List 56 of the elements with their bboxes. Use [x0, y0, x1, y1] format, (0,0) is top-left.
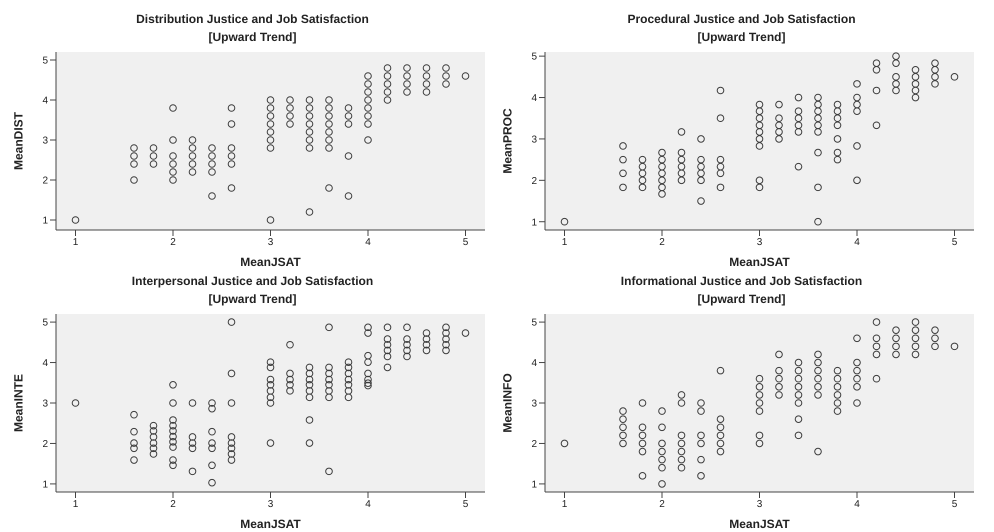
x-tick-label: 2	[170, 499, 176, 510]
y-tick-label: 3	[42, 136, 48, 147]
y-tick-label: 1	[531, 479, 538, 490]
chart-title: Interpersonal Justice and Job Satisfaction	[130, 274, 374, 290]
y-tick-label: 3	[531, 398, 538, 410]
y-tick-label: 1	[531, 217, 538, 228]
y-axis-title: MeanINFO	[500, 373, 514, 433]
x-tick-label: 3	[268, 499, 274, 510]
y-tick-label: 4	[531, 93, 538, 104]
chart-subtitle: [Upward Trend]	[207, 292, 298, 308]
chart-title: Informational Justice and Job Satisfaction	[620, 274, 864, 290]
x-tick-label: 2	[659, 237, 666, 248]
y-tick-label: 2	[42, 176, 48, 187]
x-tick-label: 1	[72, 237, 79, 248]
y-tick-label: 1	[42, 479, 48, 490]
chart-subtitle: [Upward Trend]	[696, 30, 786, 46]
y-tick-label: 2	[531, 439, 538, 450]
x-tick-label: 5	[462, 237, 469, 248]
x-axis-title: MeanJSAT	[729, 517, 790, 531]
y-tick-label: 3	[531, 134, 538, 146]
x-tick-label: 1	[562, 499, 568, 510]
x-tick-label: 2	[659, 499, 666, 510]
x-tick-label: 3	[268, 237, 274, 248]
x-tick-label: 3	[756, 237, 763, 248]
chart-subtitle: [Upward Trend]	[696, 292, 786, 308]
chart-title: Procedural Justice and Job Satisfaction	[626, 12, 857, 28]
y-tick-label: 4	[531, 358, 538, 370]
x-tick-label: 4	[854, 499, 860, 510]
y-tick-label: 5	[42, 56, 48, 67]
x-axis-title: MeanJSAT	[240, 255, 302, 269]
y-tick-label: 5	[42, 318, 48, 329]
y-axis-title: MeanPROC	[500, 108, 514, 174]
x-tick-label: 5	[952, 499, 958, 510]
x-tick-label: 2	[170, 237, 176, 248]
x-tick-label: 5	[462, 499, 469, 510]
x-tick-label: 4	[365, 499, 372, 510]
y-axis-title: MeanINTE	[11, 374, 26, 432]
x-axis-title: MeanJSAT	[240, 517, 302, 531]
y-tick-label: 3	[42, 398, 48, 410]
y-tick-label: 2	[531, 176, 538, 187]
y-tick-label: 2	[42, 439, 48, 450]
x-tick-label: 1	[562, 237, 568, 248]
chart-subtitle: [Upward Trend]	[207, 30, 298, 46]
x-tick-label: 5	[952, 237, 958, 248]
y-tick-label: 1	[42, 216, 48, 227]
y-tick-label: 4	[42, 96, 48, 107]
x-axis-title: MeanJSAT	[729, 255, 790, 269]
y-tick-label: 5	[531, 52, 538, 63]
y-tick-label: 5	[531, 318, 538, 329]
chart-title: Distribution Justice and Job Satisfaction	[135, 12, 370, 28]
y-axis-title: MeanDIST	[11, 111, 26, 170]
x-tick-label: 3	[756, 499, 763, 510]
x-tick-label: 4	[854, 237, 860, 248]
x-tick-label: 4	[365, 237, 372, 248]
x-tick-label: 1	[72, 499, 79, 510]
y-tick-label: 4	[42, 358, 48, 370]
